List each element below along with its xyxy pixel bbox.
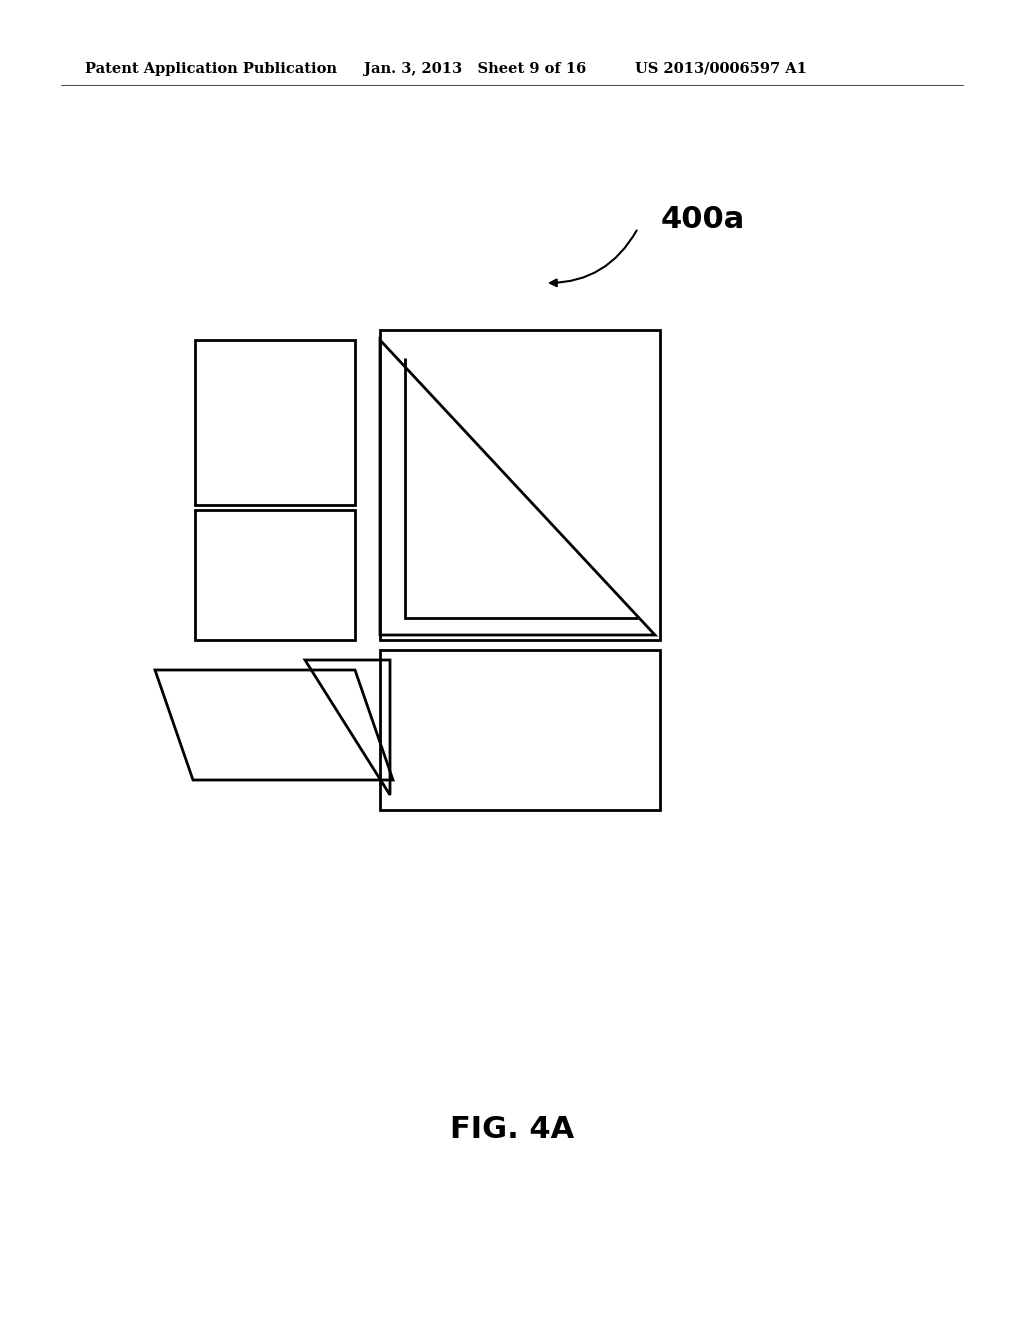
Text: US 2013/0006597 A1: US 2013/0006597 A1	[635, 62, 807, 77]
Text: FIG. 4A: FIG. 4A	[450, 1115, 574, 1144]
Text: Patent Application Publication: Patent Application Publication	[85, 62, 337, 77]
Bar	[380, 649, 660, 810]
Text: Jan. 3, 2013   Sheet 9 of 16: Jan. 3, 2013 Sheet 9 of 16	[364, 62, 586, 77]
Text: 400a: 400a	[660, 206, 744, 235]
Bar	[195, 510, 355, 640]
Bar	[380, 330, 660, 640]
Bar	[195, 341, 355, 506]
